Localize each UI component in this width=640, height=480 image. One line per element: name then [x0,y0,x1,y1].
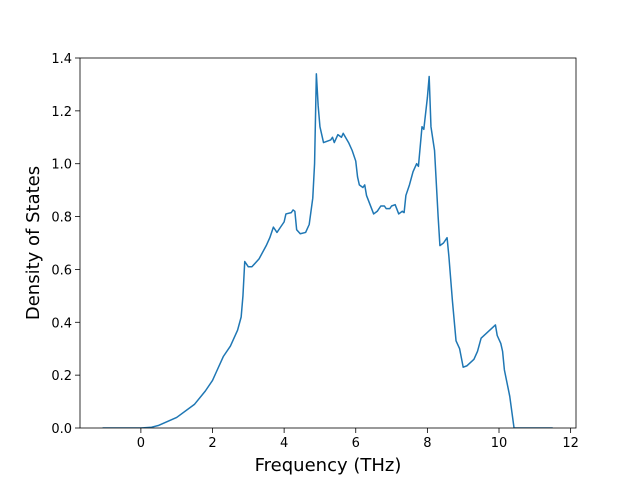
plot-frame [79,57,577,429]
x-tick-label: 4 [280,436,288,451]
x-axis-label: Frequency (THz) [255,455,402,476]
y-axis-label: Density of States [23,166,44,320]
y-tick-label: 1.4 [51,52,72,67]
y-tick-label: 0.2 [51,369,72,384]
x-tick-label: 2 [208,436,216,451]
x-tick-label: 0 [137,436,145,451]
y-tick-label: 1.0 [51,158,72,173]
y-tick-label: 0.0 [51,422,72,437]
data-line [102,73,553,428]
x-tick-label: 6 [352,436,360,451]
y-tick-label: 1.2 [51,105,72,120]
y-tick-label: 0.4 [51,316,72,331]
x-tick-label: 8 [423,436,431,451]
y-tick-label: 0.6 [51,263,72,278]
y-tick-label: 0.8 [51,211,72,226]
x-tick-label: 12 [562,436,579,451]
x-tick-label: 10 [491,436,508,451]
